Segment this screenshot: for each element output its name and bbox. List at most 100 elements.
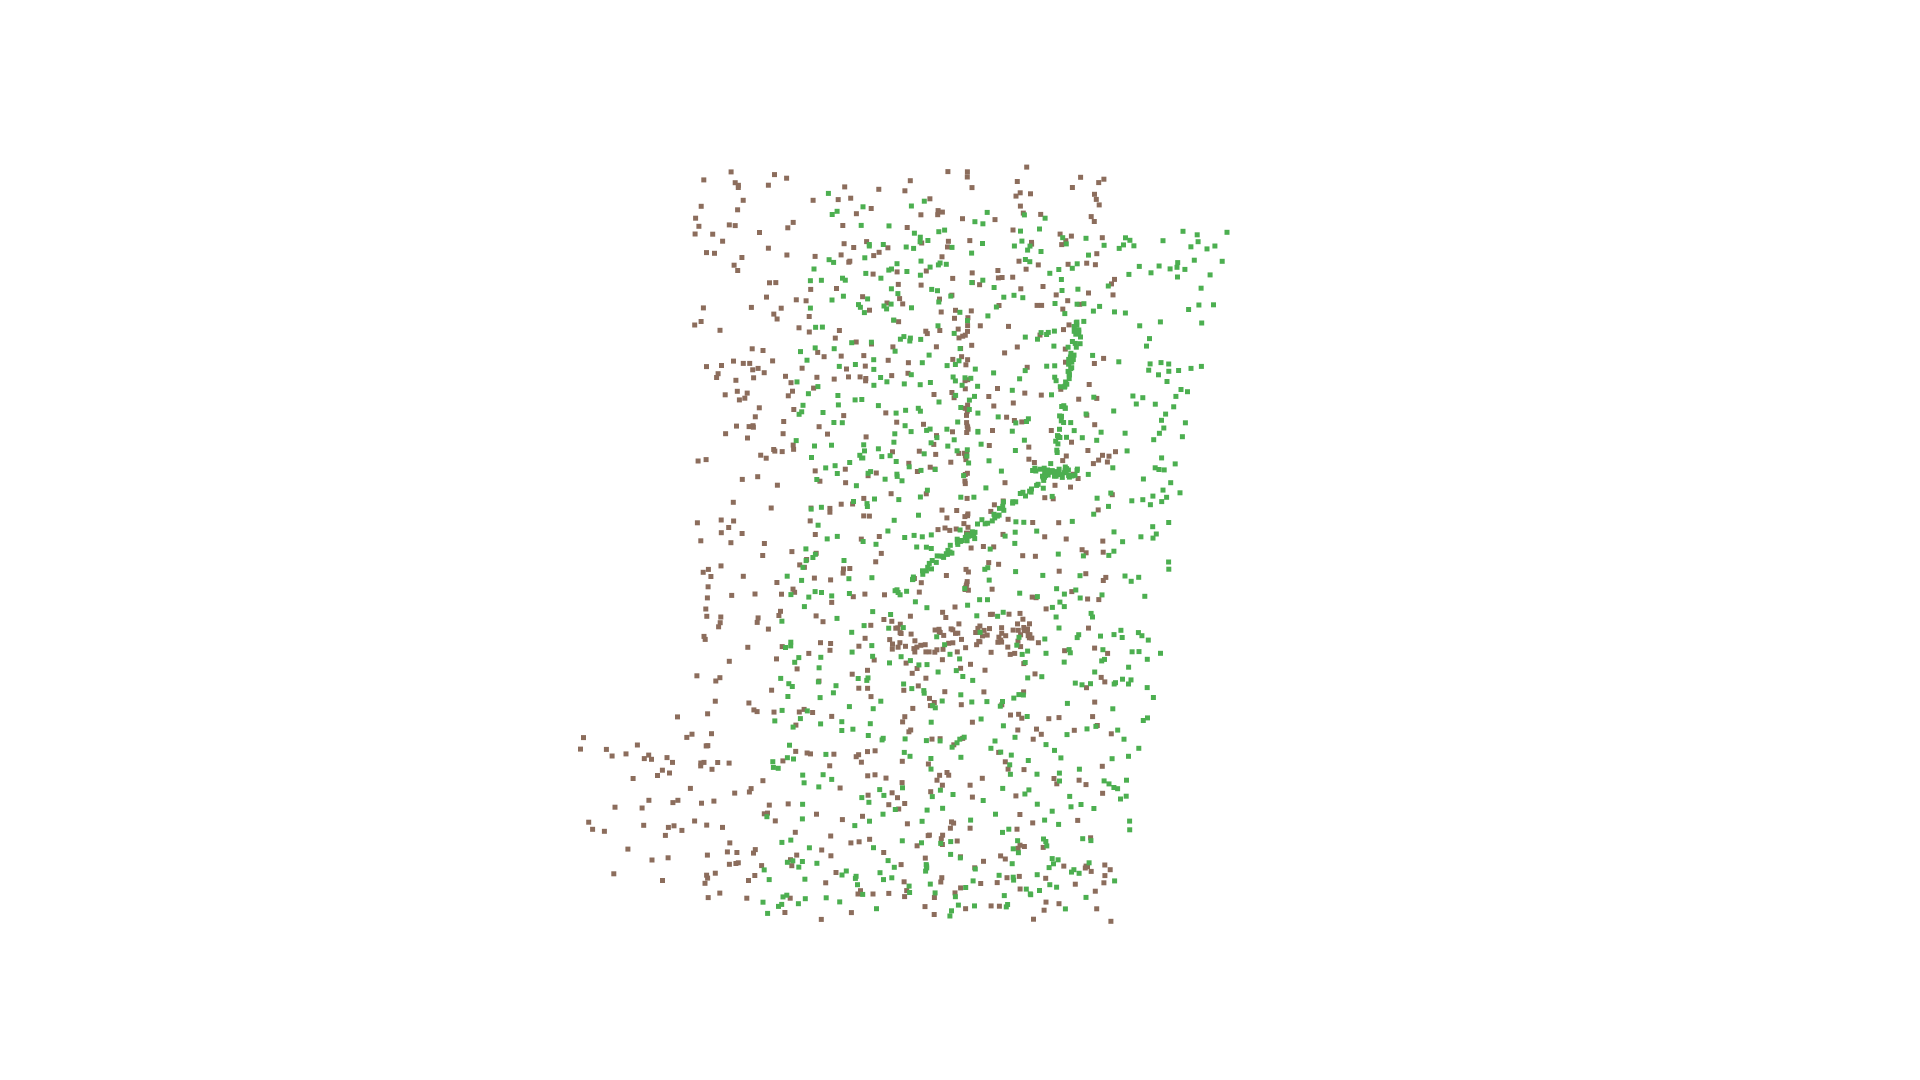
brown-point xyxy=(911,646,917,652)
brown-point xyxy=(848,195,854,201)
brown-point xyxy=(765,245,771,251)
brown-point xyxy=(914,843,920,849)
brown-point xyxy=(1027,621,1032,627)
green-point xyxy=(958,754,964,760)
green-point xyxy=(975,428,981,434)
green-point xyxy=(989,518,995,524)
green-point xyxy=(1145,715,1150,721)
green-point xyxy=(1026,787,1032,793)
green-point xyxy=(1074,468,1080,473)
green-point xyxy=(955,541,961,547)
green-point xyxy=(786,681,792,687)
brown-point xyxy=(834,286,839,291)
green-point xyxy=(869,575,875,581)
green-point xyxy=(1198,363,1204,369)
brown-point xyxy=(922,855,928,861)
brown-point xyxy=(1062,648,1068,654)
green-point xyxy=(801,604,807,610)
brown-point xyxy=(1096,457,1102,463)
green-point xyxy=(929,286,935,292)
brown-point xyxy=(918,580,924,586)
brown-point xyxy=(771,447,777,452)
green-point xyxy=(1002,533,1008,539)
green-point xyxy=(927,264,933,270)
green-point xyxy=(1105,283,1111,289)
green-point xyxy=(1065,344,1071,350)
brown-point xyxy=(704,822,710,828)
brown-point xyxy=(988,508,994,514)
brown-point xyxy=(778,305,784,311)
brown-point xyxy=(964,470,970,476)
green-point xyxy=(992,515,998,521)
brown-point xyxy=(946,772,952,778)
green-point xyxy=(882,476,888,482)
brown-point xyxy=(946,640,952,646)
green-point xyxy=(839,872,845,878)
green-point xyxy=(1084,726,1090,732)
brown-point xyxy=(694,520,700,526)
brown-point xyxy=(739,255,745,260)
green-point xyxy=(1049,604,1055,610)
green-point xyxy=(928,766,934,772)
brown-point xyxy=(912,638,918,644)
brown-point xyxy=(752,591,758,597)
brown-point xyxy=(1032,671,1038,677)
brown-point xyxy=(883,775,889,781)
green-point xyxy=(832,463,838,469)
green-point xyxy=(942,642,948,648)
green-point xyxy=(1027,243,1033,249)
brown-point xyxy=(761,541,767,546)
brown-point xyxy=(687,785,693,791)
brown-point xyxy=(995,386,1000,391)
green-point xyxy=(911,230,917,236)
brown-point xyxy=(981,858,986,864)
brown-point xyxy=(856,685,862,691)
green-point xyxy=(972,366,978,372)
brown-point xyxy=(996,561,1002,567)
brown-point xyxy=(797,562,803,568)
brown-point xyxy=(889,618,895,624)
brown-point xyxy=(962,386,968,392)
brown-point xyxy=(712,698,718,704)
brown-point xyxy=(630,776,636,781)
green-point xyxy=(971,494,977,500)
green-point xyxy=(995,613,1001,619)
green-point xyxy=(1196,302,1202,308)
green-point xyxy=(1147,336,1152,342)
brown-point xyxy=(746,424,752,430)
brown-point xyxy=(952,890,958,896)
brown-point xyxy=(931,392,937,397)
green-point xyxy=(944,426,950,432)
green-point xyxy=(927,881,933,887)
brown-point xyxy=(1107,867,1113,873)
brown-point xyxy=(759,863,765,869)
brown-point xyxy=(1017,190,1023,196)
green-point xyxy=(1101,778,1107,784)
green-point xyxy=(1159,417,1164,423)
green-point xyxy=(1066,647,1072,653)
brown-point xyxy=(1100,790,1106,796)
green-point xyxy=(1023,493,1028,499)
brown-point xyxy=(1061,863,1067,869)
brown-point xyxy=(977,282,983,288)
green-point xyxy=(991,370,997,376)
brown-point xyxy=(959,636,964,642)
green-point xyxy=(1019,238,1025,244)
green-point xyxy=(907,338,913,344)
green-point xyxy=(1123,793,1129,799)
brown-point xyxy=(923,328,929,334)
brown-point xyxy=(916,448,922,454)
green-point xyxy=(985,313,991,319)
green-point xyxy=(1086,252,1091,258)
brown-point xyxy=(1012,650,1018,656)
green-point xyxy=(980,277,986,283)
brown-point xyxy=(1051,776,1057,781)
brown-point xyxy=(1022,390,1028,396)
brown-point xyxy=(779,449,785,455)
green-point xyxy=(957,656,963,662)
brown-point xyxy=(936,626,942,632)
green-point xyxy=(1168,480,1174,486)
green-point xyxy=(1126,664,1132,670)
green-point xyxy=(1078,802,1084,807)
